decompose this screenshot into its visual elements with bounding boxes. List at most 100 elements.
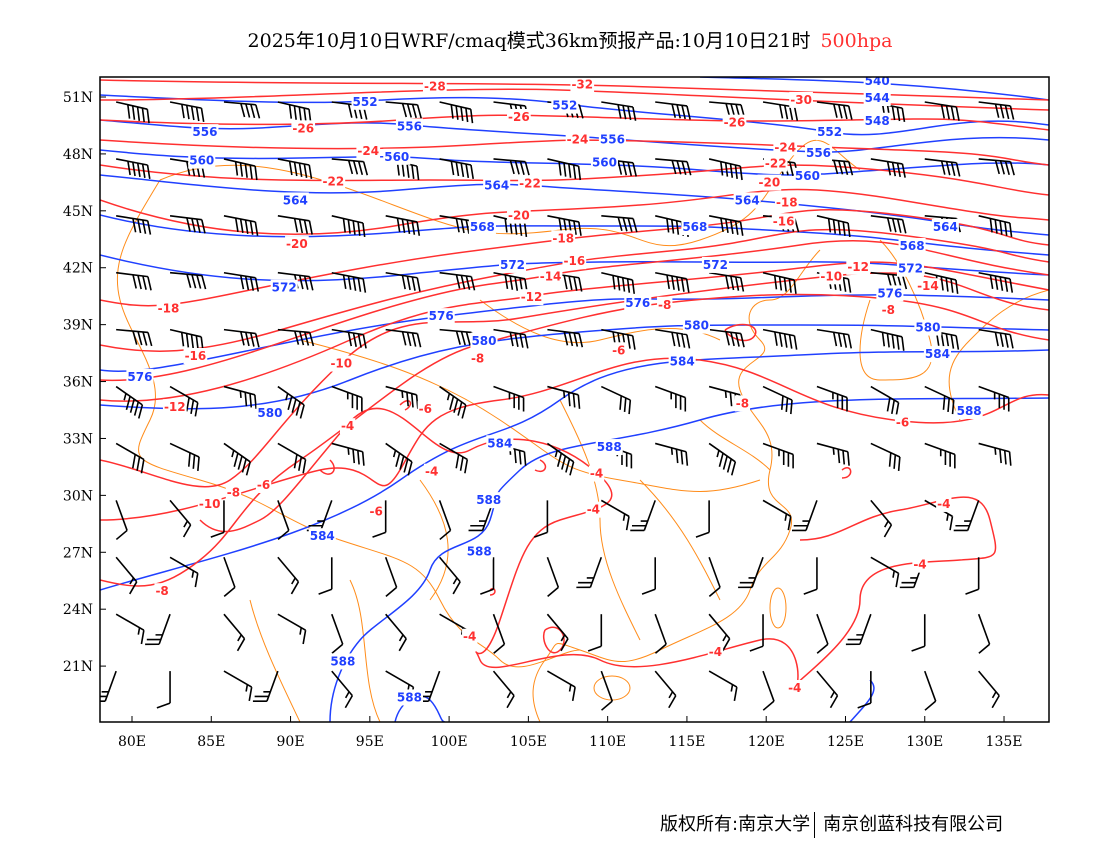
height-contour-label: 568 xyxy=(682,220,707,234)
wind-barb xyxy=(576,557,603,589)
height-contour-label-group: 556 xyxy=(395,118,423,135)
temperature-contour-label-group: -4 xyxy=(339,418,356,435)
wind-barb xyxy=(600,499,630,531)
wind-barb xyxy=(223,101,261,119)
wind-barb xyxy=(738,557,764,589)
temperature-contour-label-group: -8 xyxy=(880,301,896,318)
wind-barb xyxy=(978,328,1014,349)
wind-barb xyxy=(953,500,980,532)
wind-barb xyxy=(277,385,305,419)
height-contour-label-background xyxy=(395,689,423,706)
height-contour-label-background xyxy=(733,192,761,209)
temperature-contour-label-group: -12 xyxy=(519,289,544,306)
wind-barb xyxy=(708,271,745,292)
wind-barb xyxy=(816,670,839,709)
height-contour-label-group: 564 xyxy=(733,192,761,209)
height-contour-label: 544 xyxy=(865,91,890,105)
wind-barb xyxy=(587,614,603,652)
wind-barb xyxy=(169,442,200,472)
temperature-contour-label-group: -32 xyxy=(570,77,595,93)
wind-barb xyxy=(803,557,818,595)
temperature-contour-label-background xyxy=(771,213,796,230)
wind-barb xyxy=(493,385,525,412)
temperature-contour-label-group: -10 xyxy=(197,495,222,512)
y-axis-ticks: 51N 48N 45N 42N 39N 36N 33N 30N 27N 24N 21N xyxy=(63,90,106,675)
height-contour-label-background xyxy=(498,256,527,273)
wind-barb xyxy=(223,613,246,652)
x-tick-label: 95E xyxy=(356,734,384,750)
country-borders xyxy=(116,139,1049,722)
temp-contour xyxy=(100,79,1049,101)
temperature-contour-label-group: -8 xyxy=(734,395,751,412)
temperature-contour-label: -20 xyxy=(286,237,308,251)
height-contour-label-background xyxy=(863,90,891,106)
wind-barb xyxy=(385,328,422,348)
wind-barb xyxy=(384,557,398,597)
temperature-contour-label-background xyxy=(518,175,542,192)
x-tick-label: 125E xyxy=(827,734,864,750)
wind-barb xyxy=(223,215,259,236)
wind-barb xyxy=(223,328,260,348)
hainan-outline xyxy=(593,675,631,701)
height-contour xyxy=(100,119,1049,153)
x-tick-label: 100E xyxy=(431,734,468,750)
wind-barb xyxy=(924,158,961,177)
wind-barb xyxy=(145,613,171,646)
height-contour-label-group: 564 xyxy=(931,218,959,235)
temp-contour xyxy=(100,188,1049,236)
x-tick-label: 120E xyxy=(748,734,785,750)
wind-barb xyxy=(439,158,474,179)
taiwan-outline xyxy=(769,587,787,629)
height-contour-label-background xyxy=(624,294,652,311)
temperature-contour-label-background xyxy=(880,301,896,318)
height-contour-label: 572 xyxy=(898,262,923,276)
temperature-contour-label: -6 xyxy=(896,415,909,429)
wind-barb xyxy=(169,328,204,351)
y-tick-label: 39N xyxy=(63,318,93,334)
wind-barb xyxy=(762,670,775,711)
height-contour-label: 540 xyxy=(865,74,890,88)
wind-barb xyxy=(601,215,638,233)
temperature-contour-label-background xyxy=(339,418,356,435)
temperature-contour-label-background xyxy=(588,465,605,482)
height-contour xyxy=(329,397,1049,722)
temperature-contour-label-group: -4 xyxy=(912,556,928,573)
temperature-contour-label: -4 xyxy=(788,681,801,695)
wind-barb xyxy=(493,328,529,349)
wind-barb xyxy=(223,442,251,476)
height-contour-label: 560 xyxy=(592,155,617,169)
temperature-contour-label-group: -6 xyxy=(894,414,911,431)
temperature-contour-label: -8 xyxy=(882,303,895,317)
temperature-contour-label-group: -4 xyxy=(588,465,605,482)
height-contour-label: 556 xyxy=(806,146,831,160)
wind-barb xyxy=(816,385,848,412)
temperature-contour-label-group: -4 xyxy=(585,501,602,518)
temperature-contour-label-background xyxy=(722,114,747,131)
wind-barb xyxy=(277,215,313,235)
wind-barb xyxy=(977,613,991,654)
wind-barb xyxy=(385,613,407,652)
wind-barb xyxy=(331,158,369,176)
wind-barb xyxy=(252,670,279,702)
wind-barb xyxy=(978,215,1013,238)
temperature-contour-label: -4 xyxy=(341,419,354,433)
height-contour-label-background xyxy=(863,112,891,129)
y-tick-label: 36N xyxy=(63,375,93,391)
title-main: 2025年10月10日WRF/cmaq模式36km预报产品:10月10日21时 xyxy=(247,30,811,52)
temperature-contour-label-group: -16 xyxy=(183,347,208,364)
wind-barb xyxy=(978,670,1000,709)
temperature-contour-label-background xyxy=(757,174,782,191)
height-contour-label: 576 xyxy=(625,296,650,310)
temperature-contour-label-group: -12 xyxy=(846,258,871,275)
height-contour-label: 588 xyxy=(957,404,982,418)
height-contour-label-group: 580 xyxy=(914,319,942,336)
temperature-contour-label-group: -20 xyxy=(285,236,309,253)
wind-barb xyxy=(438,556,461,595)
wind-barb xyxy=(115,158,151,179)
temperature-contour-label: -8 xyxy=(736,396,749,410)
wind-barb xyxy=(924,101,960,121)
temperature-contour-label-background xyxy=(562,253,587,270)
height-contour xyxy=(100,324,1049,410)
height-contour-label-group: 584 xyxy=(486,435,514,452)
wind-barb xyxy=(331,670,354,709)
